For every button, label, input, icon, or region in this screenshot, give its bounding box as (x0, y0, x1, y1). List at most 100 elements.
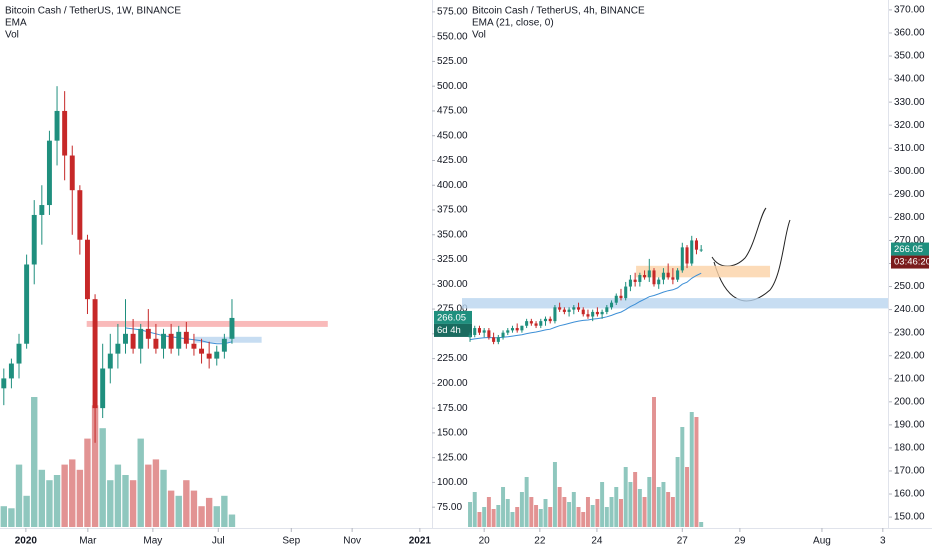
volume-bar (510, 512, 515, 527)
candle-body (647, 270, 651, 278)
candle-body (482, 330, 486, 333)
y-tick-label: 125.00 (437, 452, 468, 463)
volume-bar (23, 495, 30, 527)
candle-body (39, 205, 45, 215)
volume-bar (581, 512, 586, 527)
volume-bar (145, 464, 152, 527)
volume-bar (619, 499, 623, 527)
candle-body (562, 309, 566, 312)
volume-bar (590, 505, 595, 527)
volume-bar (61, 464, 68, 527)
volume-bar (477, 512, 482, 527)
candle-body (221, 338, 227, 352)
y-tick-label: 250.00 (894, 281, 925, 292)
candle-body (572, 307, 576, 310)
volume-bar (666, 492, 671, 527)
y-tick-label: 150.00 (894, 512, 925, 523)
candle-body (661, 272, 665, 280)
x-tick-label: May (143, 536, 162, 547)
drawing-curve (713, 219, 791, 302)
volume-bar (482, 507, 487, 527)
y-tick-label: 100.00 (437, 477, 468, 488)
candle-body (666, 272, 670, 278)
candle-body (77, 190, 83, 240)
candle-body (643, 275, 647, 278)
volume-bar (689, 412, 694, 527)
x-tick-label: Aug (813, 536, 831, 547)
countdown-label: 03:46:20 (894, 257, 931, 268)
volume-bar (213, 506, 220, 527)
candle-body (501, 332, 505, 338)
volume-bar (107, 480, 114, 527)
volume-bar (114, 464, 122, 527)
x-tick-label: 2021 (409, 536, 432, 547)
volume-bar (505, 499, 510, 527)
candle-body (477, 328, 481, 333)
candle-body (586, 314, 590, 317)
candle-body (123, 333, 128, 344)
volume-bar (670, 497, 675, 527)
y-tick-label: 200.00 (894, 396, 925, 407)
candle-body (31, 214, 37, 265)
y-tick-label: 190.00 (894, 420, 925, 431)
candle-body (628, 279, 632, 287)
indicator-label: EMA (5, 18, 27, 29)
price-tag (434, 310, 472, 324)
x-tick-label: 22 (534, 536, 546, 547)
volume-bar (609, 497, 614, 527)
candle-body (534, 323, 538, 326)
volume-bar (183, 480, 190, 527)
y-tick-label: 75.00 (437, 502, 462, 513)
volume-bar (91, 405, 99, 527)
y-tick-label: 340.00 (894, 74, 925, 85)
zone (194, 336, 262, 343)
y-tick-label: 180.00 (894, 443, 925, 454)
y-tick-label: 330.00 (894, 97, 925, 108)
zone (636, 265, 771, 278)
candle-body (543, 318, 548, 322)
y-tick-label: 220.00 (894, 350, 925, 361)
y-tick-label: 200.00 (437, 378, 468, 389)
y-tick-label: 450.00 (437, 130, 468, 141)
y-tick-label: 275.00 (437, 304, 468, 315)
candle-body (54, 110, 60, 141)
y-tick-label: 525.00 (437, 56, 468, 67)
candle-body (24, 264, 30, 344)
candle-body (558, 307, 562, 310)
volume-bar (534, 505, 539, 527)
y-tick-label: 575.00 (437, 7, 468, 18)
y-tick-label: 240.00 (894, 304, 925, 315)
candle-body (487, 330, 491, 338)
y-tick-label: 270.00 (894, 235, 925, 246)
candle-body (69, 155, 75, 191)
candle-body (690, 240, 694, 264)
volume-bar (557, 487, 562, 527)
y-tick-label: 320.00 (894, 120, 925, 131)
candle-body (8, 363, 14, 379)
candle-body (510, 328, 515, 331)
y-tick-label: 370.00 (894, 5, 925, 16)
candle-body (671, 277, 675, 280)
candle-body (206, 353, 212, 359)
candle-body (652, 270, 656, 285)
volume-label: Vol (5, 30, 19, 41)
candle-body (605, 307, 609, 312)
zone (462, 298, 888, 309)
volume-bar (46, 480, 53, 527)
volume-bar (585, 497, 590, 527)
candle-body (62, 110, 68, 156)
volume-bar (576, 507, 581, 527)
y-tick-label: 360.00 (894, 28, 925, 39)
candle-body (657, 279, 661, 285)
volume-bar (562, 497, 567, 527)
candle-body (694, 240, 698, 250)
y-tick-label: 325.00 (437, 254, 468, 265)
candle-body (16, 343, 22, 364)
volume-bar (529, 497, 534, 527)
volume-bar (595, 499, 600, 527)
volume-bar (647, 477, 652, 527)
volume-bar (228, 514, 236, 527)
x-tick-label: Mar (79, 536, 97, 547)
